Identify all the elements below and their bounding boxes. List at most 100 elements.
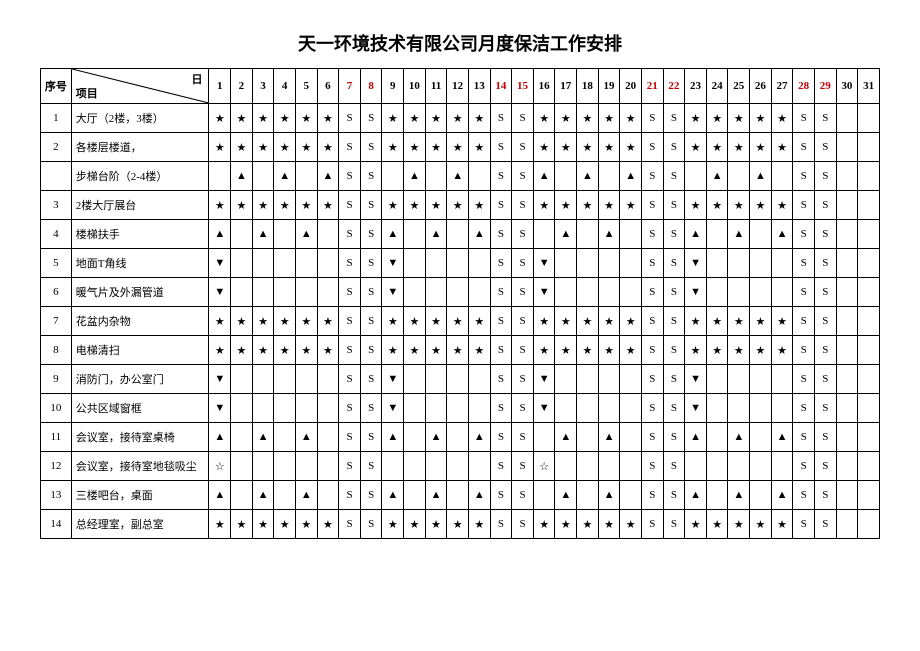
cell-mark: S: [641, 191, 663, 220]
cell-mark: [577, 249, 599, 278]
cell-mark: ★: [533, 510, 555, 539]
cell-mark: ★: [728, 191, 750, 220]
cell-mark: S: [814, 307, 836, 336]
cell-mark: S: [512, 191, 534, 220]
cell-mark: ★: [555, 307, 577, 336]
cell-mark: [836, 307, 858, 336]
col-day: 26: [750, 69, 772, 104]
cell-mark: ★: [771, 336, 793, 365]
cell-mark: [252, 249, 274, 278]
cell-mark: [685, 162, 707, 191]
cell-mark: ★: [425, 104, 447, 133]
cell-mark: ★: [468, 104, 490, 133]
cell-mark: S: [641, 278, 663, 307]
col-day: 3: [252, 69, 274, 104]
cell-mark: ★: [404, 307, 426, 336]
cell-mark: ★: [706, 191, 728, 220]
cell-mark: ★: [706, 307, 728, 336]
cell-mark: S: [793, 162, 815, 191]
cell-mark: [317, 452, 339, 481]
cell-mark: [447, 278, 469, 307]
cell-mark: [858, 481, 880, 510]
cell-mark: ▲: [447, 162, 469, 191]
cell-seq: 6: [41, 278, 72, 307]
cell-mark: S: [814, 249, 836, 278]
cell-mark: S: [814, 394, 836, 423]
cell-mark: [317, 278, 339, 307]
cell-mark: [620, 249, 642, 278]
cell-mark: S: [641, 452, 663, 481]
cell-mark: ★: [728, 510, 750, 539]
cell-mark: ▲: [382, 481, 404, 510]
table-row: 11会议室，接待室桌椅▲▲▲SS▲▲▲SS▲▲SS▲▲▲SS: [41, 423, 880, 452]
cell-mark: [252, 162, 274, 191]
cell-mark: S: [490, 510, 512, 539]
cell-mark: S: [793, 452, 815, 481]
cell-mark: [836, 162, 858, 191]
table-row: 2各楼层楼道，★★★★★★SS★★★★★SS★★★★★SS★★★★★SS: [41, 133, 880, 162]
cell-mark: S: [814, 220, 836, 249]
cell-mark: [836, 394, 858, 423]
cell-mark: [750, 394, 772, 423]
cell-mark: [295, 365, 317, 394]
cell-mark: ★: [620, 191, 642, 220]
cell-mark: ★: [685, 307, 707, 336]
cell-mark: [404, 249, 426, 278]
cell-mark: [295, 278, 317, 307]
cell-mark: ★: [382, 307, 404, 336]
cell-mark: [750, 481, 772, 510]
cell-task: 会议室，接待室桌椅: [71, 423, 209, 452]
cell-mark: [771, 452, 793, 481]
col-day: 1: [209, 69, 231, 104]
cell-task: 步梯台阶（2-4楼）: [71, 162, 209, 191]
cell-mark: [447, 452, 469, 481]
table-row: 8电梯清扫★★★★★★SS★★★★★SS★★★★★SS★★★★★SS: [41, 336, 880, 365]
cell-mark: S: [793, 365, 815, 394]
cell-mark: [728, 394, 750, 423]
cell-mark: S: [339, 162, 361, 191]
cell-mark: ★: [209, 307, 231, 336]
cell-mark: ▼: [209, 278, 231, 307]
cell-mark: ★: [317, 307, 339, 336]
col-day: 16: [533, 69, 555, 104]
cell-mark: ★: [447, 336, 469, 365]
cell-mark: ★: [295, 104, 317, 133]
cell-mark: S: [339, 394, 361, 423]
cell-mark: [533, 423, 555, 452]
cell-mark: ▲: [771, 220, 793, 249]
cell-mark: [231, 278, 253, 307]
cell-mark: [317, 249, 339, 278]
cell-seq: [41, 162, 72, 191]
cell-mark: ▲: [295, 220, 317, 249]
col-day: 7: [339, 69, 361, 104]
cell-mark: [771, 162, 793, 191]
cell-seq: 14: [41, 510, 72, 539]
cell-mark: ★: [685, 191, 707, 220]
cell-mark: [858, 365, 880, 394]
cell-mark: ▼: [382, 278, 404, 307]
cell-mark: [858, 394, 880, 423]
cell-mark: [468, 162, 490, 191]
cell-mark: S: [512, 481, 534, 510]
cell-mark: ★: [209, 133, 231, 162]
cell-task: 电梯清扫: [71, 336, 209, 365]
cell-mark: ▲: [771, 481, 793, 510]
cell-mark: ★: [382, 133, 404, 162]
col-day: 21: [641, 69, 663, 104]
col-proj: 日项目: [71, 69, 209, 104]
cell-seq: 10: [41, 394, 72, 423]
cell-mark: [836, 191, 858, 220]
cell-mark: [577, 481, 599, 510]
cell-mark: ★: [555, 336, 577, 365]
cell-mark: S: [793, 510, 815, 539]
cell-task: 各楼层楼道，: [71, 133, 209, 162]
cell-mark: S: [793, 104, 815, 133]
cell-mark: ▲: [209, 481, 231, 510]
cell-mark: ▲: [685, 220, 707, 249]
cell-task: 大厅（2楼，3楼）: [71, 104, 209, 133]
cell-mark: ★: [533, 336, 555, 365]
cell-mark: [231, 394, 253, 423]
cell-task: 花盆内杂物: [71, 307, 209, 336]
cell-mark: ★: [231, 104, 253, 133]
cell-mark: ▲: [252, 220, 274, 249]
